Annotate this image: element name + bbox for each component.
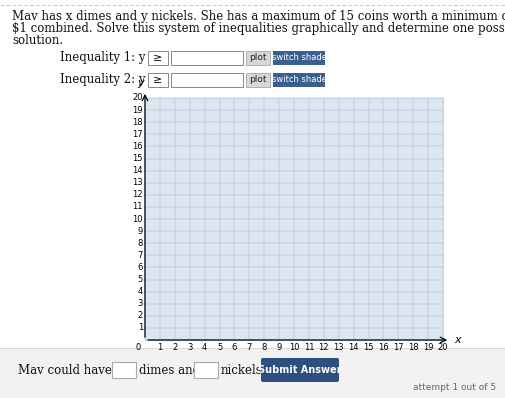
Text: 1: 1: [138, 324, 143, 332]
FancyBboxPatch shape: [171, 73, 243, 87]
Text: Mav could have: Mav could have: [18, 363, 112, 377]
Text: 7: 7: [246, 343, 252, 352]
Text: plot: plot: [249, 53, 267, 62]
Text: 8: 8: [262, 343, 267, 352]
Text: 12: 12: [132, 190, 143, 199]
Text: 9: 9: [276, 343, 282, 352]
Text: 6: 6: [138, 263, 143, 272]
FancyBboxPatch shape: [112, 362, 136, 378]
Bar: [145, 98, 443, 340]
Text: 5: 5: [138, 275, 143, 284]
Text: Mav has x dimes and y nickels. She has a maximum of 15 coins worth a minimum of: Mav has x dimes and y nickels. She has a…: [12, 10, 505, 23]
FancyBboxPatch shape: [273, 73, 325, 87]
FancyBboxPatch shape: [171, 51, 243, 65]
Text: 17: 17: [132, 130, 143, 139]
Text: 17: 17: [393, 343, 403, 352]
Text: switch shade: switch shade: [272, 76, 327, 84]
Text: 1: 1: [157, 343, 163, 352]
Text: 7: 7: [138, 251, 143, 260]
Text: 20: 20: [438, 343, 448, 352]
Text: 13: 13: [333, 343, 344, 352]
Text: plot: plot: [249, 76, 267, 84]
Text: 5: 5: [217, 343, 222, 352]
Text: y: y: [138, 78, 144, 88]
Bar: [0, 348, 505, 398]
Text: 15: 15: [132, 154, 143, 163]
Text: 10: 10: [132, 215, 143, 224]
Text: $1 combined. Solve this system of inequalities graphically and determine one pos: $1 combined. Solve this system of inequa…: [12, 22, 505, 35]
Text: 19: 19: [423, 343, 433, 352]
Text: ≥: ≥: [154, 75, 163, 85]
FancyBboxPatch shape: [148, 51, 168, 65]
Text: attempt 1 out of 5: attempt 1 out of 5: [413, 383, 496, 392]
Text: 4: 4: [138, 287, 143, 296]
Text: 16: 16: [378, 343, 389, 352]
Text: Submit Answer: Submit Answer: [258, 365, 342, 375]
Text: 10: 10: [289, 343, 299, 352]
Text: 2: 2: [138, 311, 143, 320]
Text: x: x: [454, 335, 461, 345]
FancyBboxPatch shape: [246, 73, 270, 87]
Text: 3: 3: [138, 299, 143, 308]
Text: Inequality 2: y: Inequality 2: y: [60, 74, 145, 86]
Text: 14: 14: [132, 166, 143, 175]
Text: 3: 3: [187, 343, 192, 352]
Text: 14: 14: [348, 343, 359, 352]
Text: 18: 18: [408, 343, 419, 352]
Text: 11: 11: [132, 203, 143, 211]
Text: Inequality 1: y: Inequality 1: y: [60, 51, 145, 64]
Text: 11: 11: [304, 343, 314, 352]
Text: dimes and: dimes and: [139, 363, 200, 377]
FancyBboxPatch shape: [273, 51, 325, 65]
Text: 4: 4: [202, 343, 207, 352]
Text: 8: 8: [138, 239, 143, 248]
Text: nickels.: nickels.: [221, 363, 267, 377]
FancyBboxPatch shape: [148, 73, 168, 87]
FancyBboxPatch shape: [261, 358, 339, 382]
Text: 20: 20: [132, 94, 143, 103]
Text: 13: 13: [132, 178, 143, 187]
Text: 18: 18: [132, 118, 143, 127]
Text: 6: 6: [232, 343, 237, 352]
Text: 19: 19: [132, 105, 143, 115]
Text: 0: 0: [136, 343, 141, 352]
Text: 2: 2: [172, 343, 177, 352]
Text: 15: 15: [363, 343, 374, 352]
Text: ≥: ≥: [154, 53, 163, 63]
Text: 12: 12: [319, 343, 329, 352]
FancyBboxPatch shape: [194, 362, 218, 378]
Text: switch shade: switch shade: [272, 53, 327, 62]
FancyBboxPatch shape: [246, 51, 270, 65]
Text: 9: 9: [138, 226, 143, 236]
Text: solution.: solution.: [12, 34, 63, 47]
Text: 16: 16: [132, 142, 143, 151]
